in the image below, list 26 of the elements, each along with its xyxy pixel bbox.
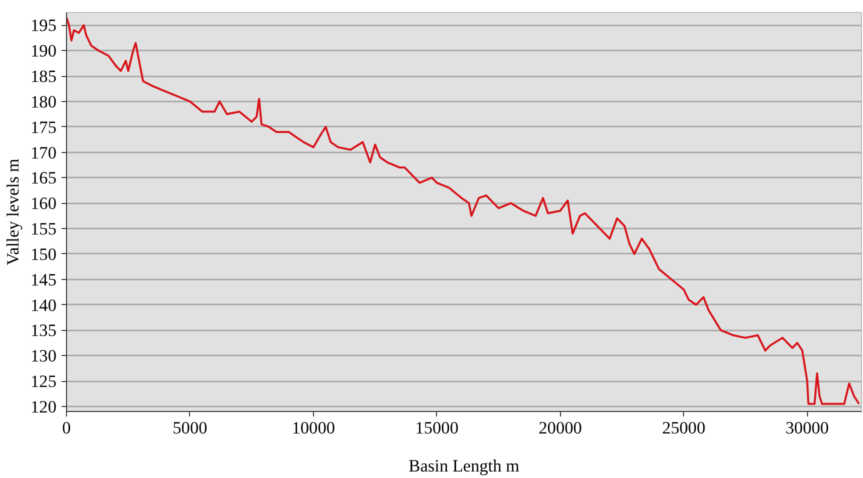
x-tick-label: 0 xyxy=(62,418,71,438)
y-tick-label: 125 xyxy=(30,372,57,392)
y-tick-label: 160 xyxy=(30,194,57,214)
y-tick-label: 155 xyxy=(30,220,57,239)
x-tick-label: 5000 xyxy=(172,418,208,438)
x-axis-title: Basin Length m xyxy=(408,456,520,476)
y-axis-title: Valley levels m xyxy=(4,158,23,266)
x-tick-label: 15000 xyxy=(415,418,459,438)
x-tick-label: 30000 xyxy=(786,418,829,438)
x-tick-label: 20000 xyxy=(538,418,582,438)
y-tick-label: 145 xyxy=(30,270,57,290)
y-tick-label: 195 xyxy=(30,16,57,36)
y-tick-label: 165 xyxy=(30,168,57,188)
y-tick-label: 130 xyxy=(30,346,57,366)
y-tick-label: 190 xyxy=(30,42,57,61)
y-tick-label: 140 xyxy=(30,296,57,315)
y-tick-label: 135 xyxy=(30,321,57,340)
y-tick-label: 175 xyxy=(30,118,57,137)
line-series xyxy=(66,16,860,405)
y-tick-label: 120 xyxy=(30,397,57,416)
y-tick-label: 180 xyxy=(30,92,57,112)
y-tick-label: 185 xyxy=(30,67,57,86)
x-tick-label: 10000 xyxy=(292,418,336,438)
y-tick-label: 170 xyxy=(30,143,57,162)
x-tick-label: 25000 xyxy=(662,418,706,438)
y-tick-label: 150 xyxy=(30,244,57,264)
